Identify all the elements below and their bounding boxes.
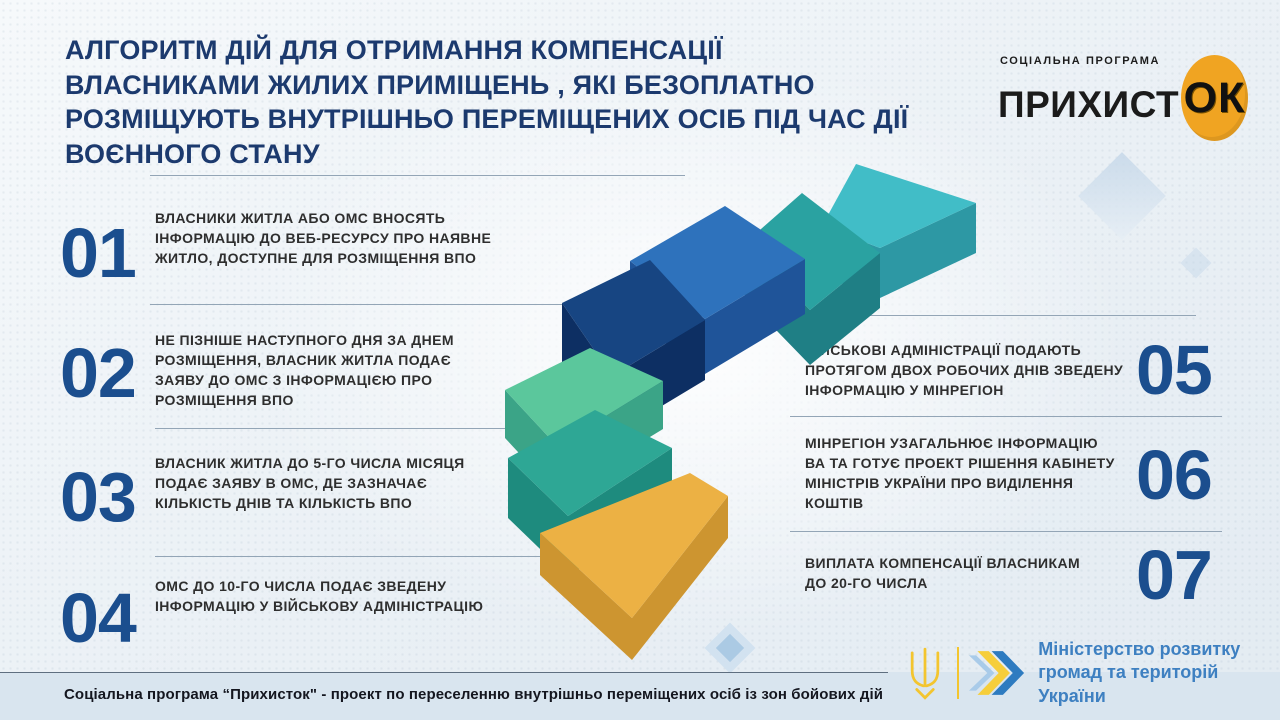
ministry-name: Міністерство розвитку громад та територі… [1038, 638, 1280, 708]
staircase-step-7-top [822, 164, 976, 248]
divider-below-step-6 [790, 531, 1222, 532]
diamond-decoration-right-small [1180, 247, 1212, 279]
ministry-logo-separator [957, 647, 959, 700]
program-logo-name: ПРИХИСТ [998, 84, 1180, 125]
staircase-step-1-top [540, 473, 728, 618]
diamond-decoration-top-right [1078, 152, 1166, 240]
staircase-step-3-top [505, 348, 663, 446]
step-7-number: 07 [1136, 536, 1213, 614]
step-4-number: 04 [60, 579, 137, 657]
step-6-number: 06 [1136, 436, 1213, 514]
staircase-step-6-top [745, 193, 880, 310]
divider-below-step-2 [155, 428, 507, 429]
divider-below-step-3 [155, 556, 575, 557]
staircase-step-4-top [562, 260, 705, 376]
program-logo-circle: ОК [1181, 55, 1248, 141]
step-3-number: 03 [60, 458, 137, 536]
step-2-text: НЕ ПІЗНІШЕ НАСТУПНОГО ДНЯ ЗА ДНЕМ РОЗМІЩ… [155, 332, 454, 408]
title-line-2: ВЛАСНИКАМИ ЖИЛИХ ПРИМІЩЕНЬ , ЯКІ БЕЗОПЛА… [65, 69, 815, 100]
program-logo-ok: ОК [1183, 73, 1246, 122]
staircase-graphic [505, 164, 976, 660]
step-2-number: 02 [60, 334, 137, 412]
step-1-number: 01 [60, 214, 137, 292]
title-line-4: ВОЄННОГО СТАНУ [65, 138, 320, 169]
footer-bar [0, 672, 1280, 720]
page-title: АЛГОРИТМ ДІЙ ДЛЯ ОТРИМАННЯ КОМПЕНСАЦІЇ В… [65, 33, 965, 171]
staircase-step-6-side [745, 243, 880, 365]
staircase-step-2-top [508, 410, 672, 516]
step-7-text: ВИПЛАТА КОМПЕНСАЦІЇ ВЛАСНИКАМ ДО 20-ГО Ч… [805, 555, 1081, 591]
ministry-name-line-2: громад та територій України [1038, 662, 1219, 706]
divider-below-step-5 [790, 416, 1222, 417]
step-1-text: ВЛАСНИКИ ЖИТЛА АБО ОМС ВНОСЯТЬ ІНФОРМАЦІ… [155, 210, 492, 266]
title-line-1: АЛГОРИТМ ДІЙ ДЛЯ ОТРИМАННЯ КОМПЕНСАЦІЇ [65, 35, 723, 65]
divider-above-step-5 [798, 315, 1196, 316]
footer-caption: Соціальна програма “Прихисток" - проект … [64, 686, 884, 703]
ministry-name-line-1: Міністерство розвитку [1038, 639, 1241, 659]
footer-divider [0, 672, 888, 673]
step-5-text: ВІЙСЬКОВІ АДМІНІСТРАЦІЇ ПОДАЮТЬ ПРОТЯГОМ… [805, 342, 1124, 398]
chevron-icon [968, 651, 1025, 695]
divider-below-step-1 [150, 304, 590, 305]
staircase-step-1-side [540, 496, 728, 660]
program-logo: СОЦІАЛЬНА ПРОГРАМА ПРИХИСТ ОК [998, 55, 1248, 141]
step-6-text: МІНРЕГІОН УЗАГАЛЬНЮЄ ІНФОРМАЦІЮ ВА ТА ГО… [805, 435, 1115, 511]
step-5-number: 05 [1136, 331, 1213, 409]
ministry-logo: Міністерство розвитку громад та територі… [903, 638, 1280, 708]
step-4-text: ОМС ДО 10-ГО ЧИСЛА ПОДАЄ ЗВЕДЕНУ ІНФОРМА… [155, 578, 484, 614]
step-3-text: ВЛАСНИК ЖИТЛА ДО 5-ГО ЧИСЛА МІСЯЦЯ ПОДАЄ… [155, 455, 465, 511]
title-line-3: РОЗМІЩУЮТЬ ВНУТРІШНЬО ПЕРЕМІЩЕНИХ ОСІБ П… [65, 104, 909, 135]
divider-above-step-1 [150, 175, 685, 176]
trident-icon [910, 647, 940, 700]
program-logo-subtitle: СОЦІАЛЬНА ПРОГРАМА [1000, 55, 1161, 67]
